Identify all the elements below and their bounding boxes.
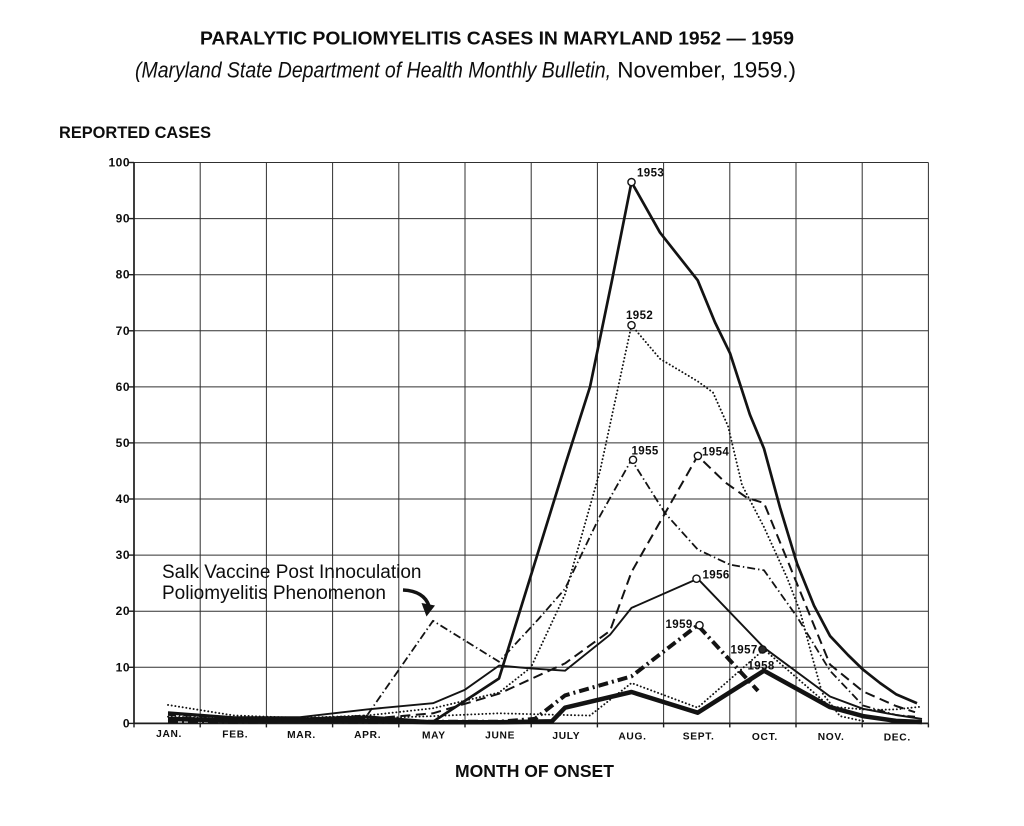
svg-text:DEC.: DEC.	[884, 733, 911, 744]
svg-text:Salk Vaccine Post Innoculation: Salk Vaccine Post Innoculation	[162, 562, 421, 583]
svg-text:PARALYTIC POLIOMYELITIS CASES: PARALYTIC POLIOMYELITIS CASES IN MARYLAN…	[200, 29, 794, 49]
svg-text:1959: 1959	[666, 619, 693, 631]
svg-text:1954: 1954	[702, 447, 729, 459]
svg-text:MAR.: MAR.	[287, 730, 316, 741]
svg-text:1955: 1955	[632, 446, 659, 458]
svg-text:30: 30	[116, 548, 130, 562]
svg-text:NOV.: NOV.	[818, 732, 845, 743]
svg-text:JULY: JULY	[552, 731, 580, 742]
svg-text:50: 50	[116, 436, 130, 450]
svg-text:JUNE: JUNE	[485, 731, 515, 742]
svg-text:OCT.: OCT.	[752, 732, 778, 743]
svg-text:1956: 1956	[703, 570, 730, 582]
svg-text:1952: 1952	[626, 310, 653, 322]
svg-text:1957: 1957	[731, 645, 758, 657]
svg-text:APR.: APR.	[354, 730, 381, 741]
svg-text:REPORTED CASES: REPORTED CASES	[59, 123, 211, 142]
svg-text:20: 20	[116, 604, 130, 618]
svg-text:80: 80	[116, 268, 130, 282]
svg-text:40: 40	[116, 492, 130, 506]
svg-text:(Maryland State Department of: (Maryland State Department of Health Mon…	[135, 58, 796, 83]
svg-text:90: 90	[116, 212, 130, 226]
svg-text:MONTH OF ONSET: MONTH OF ONSET	[455, 761, 614, 781]
svg-text:100: 100	[108, 156, 130, 170]
svg-text:MAY: MAY	[422, 730, 446, 741]
svg-text:JAN.: JAN.	[156, 729, 182, 740]
svg-text:AUG.: AUG.	[618, 731, 646, 742]
svg-text:1953: 1953	[637, 168, 664, 180]
svg-text:1958: 1958	[748, 661, 775, 673]
svg-text:60: 60	[116, 380, 130, 394]
svg-text:0: 0	[123, 716, 130, 730]
svg-text:Poliomyelitis Phenomenon: Poliomyelitis Phenomenon	[162, 583, 386, 604]
svg-text:10: 10	[116, 660, 130, 674]
svg-text:FEB.: FEB.	[222, 730, 248, 741]
svg-text:70: 70	[116, 324, 130, 338]
svg-text:SEPT.: SEPT.	[683, 732, 715, 743]
